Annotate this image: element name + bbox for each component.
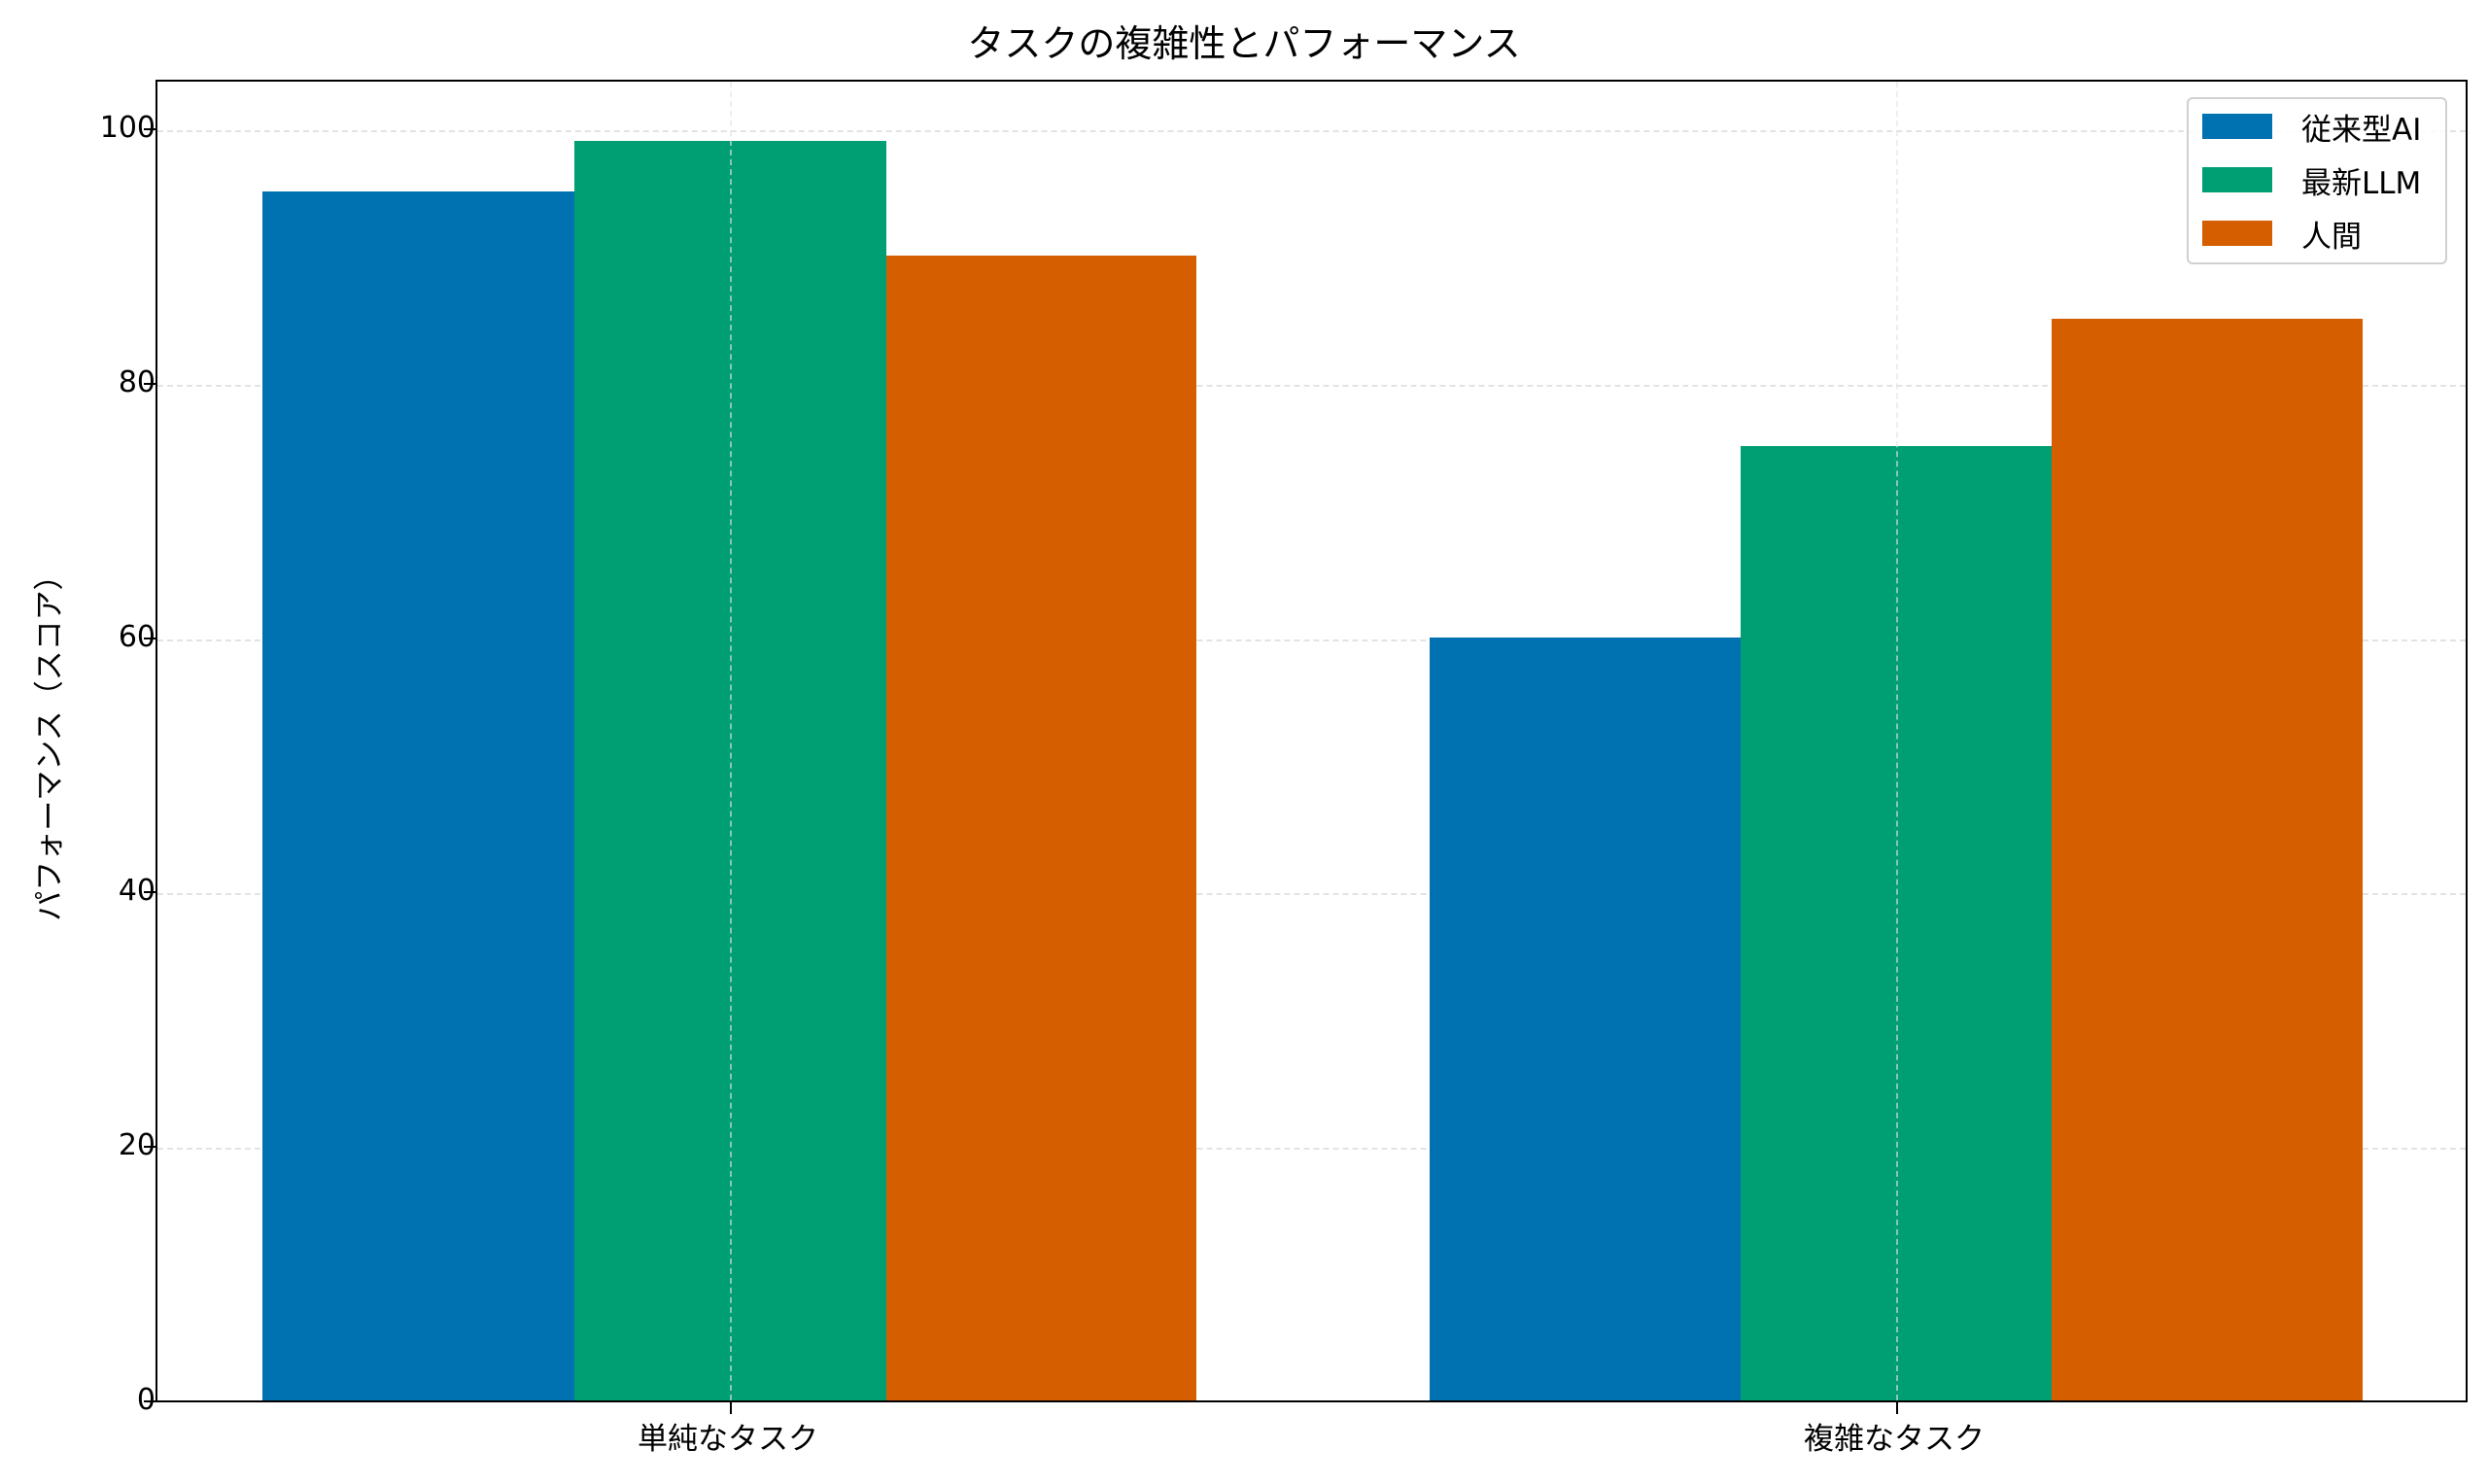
y-tick-label-40: 40 [118, 874, 156, 908]
y-axis-label: パフォーマンス（スコア） [32, 560, 68, 921]
legend-swatch-green [2202, 167, 2272, 192]
gridline-60 [157, 639, 2466, 641]
gridline-100 [157, 130, 2466, 132]
legend-swatch-blue [2202, 114, 2272, 139]
y-tick-0 [144, 1400, 156, 1402]
legend-item-human: 人間 [2202, 214, 2362, 255]
x-tick-complex [1896, 1402, 1898, 1414]
legend-item-traditional-ai: 従来型AI [2202, 107, 2422, 148]
gridline-40 [157, 893, 2466, 895]
y-tick-label-100: 100 [99, 111, 156, 145]
legend-label: 従来型AI [2301, 112, 2422, 148]
gridline-x-simple [730, 82, 732, 1400]
legend-label: 人間 [2301, 219, 2362, 255]
x-tick-label-complex: 複雑なタスク [1804, 1422, 1985, 1457]
bar-complex-traditional-ai [1430, 638, 1741, 1400]
gridline-x-complex [1896, 82, 1898, 1400]
y-tick-label-60: 60 [118, 620, 156, 654]
y-tick-label-80: 80 [118, 365, 156, 399]
bar-complex-human [2052, 319, 2363, 1400]
legend-swatch-orange [2202, 221, 2272, 246]
legend-label: 最新LLM [2301, 165, 2422, 201]
legend: 従来型AI 最新LLM 人間 [2187, 97, 2447, 264]
bar-simple-traditional-ai [262, 191, 574, 1400]
y-tick-40 [144, 891, 156, 893]
x-tick-label-simple: 単純なタスク [638, 1422, 818, 1457]
gridline-80 [157, 385, 2466, 387]
chart-title: タスクの複雑性とパフォーマンス [967, 22, 1521, 65]
legend-item-latest-llm: 最新LLM [2202, 160, 2422, 201]
plot-area [144, 80, 2468, 1414]
bar-simple-human [886, 256, 1196, 1400]
y-tick-label-0: 0 [136, 1383, 156, 1417]
y-tick-20 [144, 1146, 156, 1148]
y-tick-80 [144, 383, 156, 385]
gridline-20 [157, 1148, 2466, 1150]
y-tick-60 [144, 638, 156, 639]
x-tick-simple [730, 1402, 732, 1414]
y-tick-label-20: 20 [118, 1128, 156, 1162]
y-tick-100 [144, 128, 156, 130]
